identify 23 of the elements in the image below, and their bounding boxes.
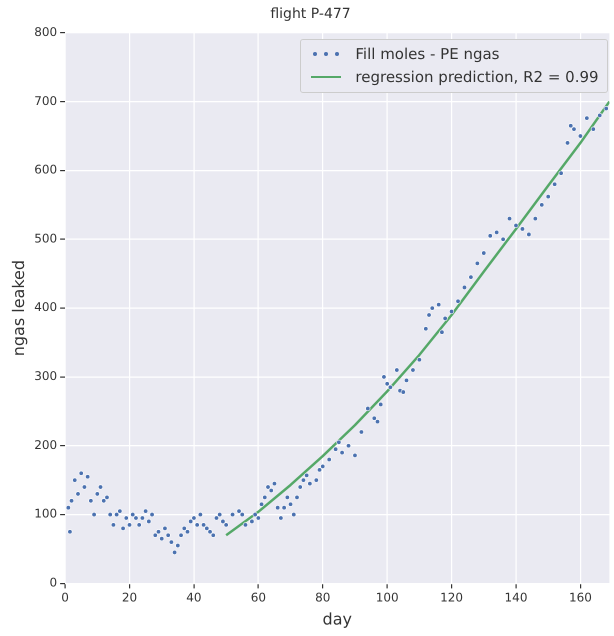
legend-label: regression prediction, R2 = 0.99 [355, 66, 599, 88]
x-tick-label: 40 [186, 590, 202, 605]
y-tick-label: 400 [34, 300, 58, 314]
x-tick-label: 120 [440, 590, 464, 605]
x-tick-label: 20 [122, 590, 138, 605]
y-tick-label: 700 [34, 94, 58, 108]
x-tick-label: 0 [61, 590, 69, 605]
x-tick-label: 60 [250, 590, 266, 605]
y-tick-label: 500 [34, 231, 58, 246]
y-tick-label: 300 [34, 369, 58, 384]
y-axis-title: ngas leaked [8, 260, 28, 356]
x-tick-label: 80 [315, 590, 330, 605]
y-tick-label: 200 [34, 438, 58, 452]
chart-title: flight P-477 [270, 6, 351, 22]
x-tick-label: 140 [504, 590, 528, 605]
y-tick-label: 100 [34, 506, 58, 521]
legend-label: Fill moles - PE ngas [355, 44, 500, 65]
y-tick-label: 800 [34, 24, 58, 39]
y-tick-label: 0 [49, 576, 58, 590]
x-tick-label: 100 [376, 590, 399, 605]
x-axis-title: day [322, 610, 352, 629]
y-tick-label: 600 [34, 162, 58, 177]
x-tick-label: 160 [568, 590, 592, 605]
